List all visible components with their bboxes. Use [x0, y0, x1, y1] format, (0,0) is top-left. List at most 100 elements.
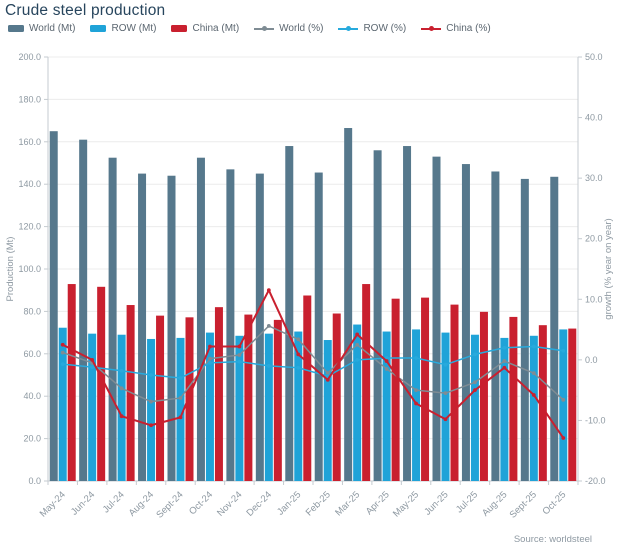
legend-item-china-mt-: China (Mt) [171, 23, 239, 34]
line-china- [62, 289, 565, 439]
bar-china-mt--apr-25 [391, 298, 400, 481]
bar-china-mt--oct-24 [214, 307, 223, 481]
legend-marker-icon [429, 26, 435, 32]
source-note: Source: worldsteel [513, 534, 592, 545]
x-tick-label: Jun-24 [69, 489, 97, 517]
y-right-tick-label: 0.0 [585, 355, 598, 365]
y-left-tick-label: 160.0 [18, 137, 41, 147]
y-right-axis-title: growth (% year on year) [603, 218, 614, 319]
bar-world-mt--may-25 [403, 146, 412, 482]
bar-world-mt--aug-24 [138, 173, 147, 481]
bar-row-mt--aug-25 [500, 337, 509, 481]
marker-world--jan-25 [296, 337, 301, 342]
marker-world--may-24 [60, 350, 65, 355]
marker-row--jan-25 [296, 365, 301, 370]
marker-china--aug-25 [502, 365, 507, 370]
marker-china--aug-24 [149, 423, 153, 428]
bar-china-mt--jun-25 [450, 304, 459, 481]
x-tick-label: Jul-25 [454, 489, 480, 515]
y-left-tick-label: 140.0 [18, 179, 41, 189]
bar-world-mt--aug-25 [491, 171, 500, 482]
x-tick-label: Apr-25 [364, 489, 392, 517]
bar-world-mt--feb-25 [314, 172, 323, 482]
y-left-tick-label: 20.0 [23, 434, 41, 444]
marker-world--jul-24 [119, 386, 124, 391]
x-tick-label: Mar-25 [333, 489, 362, 518]
marker-world--sept-24 [178, 396, 183, 400]
legend-label: ROW (Mt) [111, 23, 157, 34]
bar-china-mt--oct-25 [568, 328, 577, 481]
marker-row--sept-25 [531, 344, 536, 349]
marker-row--jun-25 [443, 362, 448, 367]
bar-row-mt--sept-24 [176, 337, 185, 481]
bar-world-mt--nov-24 [226, 169, 235, 482]
legend-item-world-mt-: World (Mt) [8, 23, 75, 34]
bar-row-mt--dec-24 [264, 333, 273, 481]
bar-world-mt--jun-25 [432, 156, 441, 481]
bar-china-mt--sept-24 [185, 317, 194, 481]
marker-world--jul-25 [473, 380, 477, 385]
bar-row-mt--jul-25 [470, 334, 479, 481]
bar-world-mt--jul-24 [108, 157, 117, 481]
bar-world-mt--jul-25 [461, 164, 470, 481]
chart-legend: World (Mt) ROW (Mt) China (Mt) World (%) ROW… [8, 23, 491, 34]
x-tick-label: Aug-24 [127, 489, 156, 518]
legend-label: World (%) [279, 23, 324, 34]
marker-china--sept-24 [178, 415, 183, 420]
marker-row--aug-24 [149, 373, 153, 377]
bar-row-mt--may-24 [58, 327, 67, 481]
y-left-tick-label: 120.0 [18, 222, 41, 232]
x-tick-label: Sept-25 [508, 489, 539, 520]
bar-row-mt--jun-24 [88, 333, 97, 481]
bar-world-mt--sept-24 [167, 175, 176, 481]
legend-label: China (Mt) [192, 23, 240, 34]
y-left-tick-label: 100.0 [18, 264, 41, 274]
y-left-tick-label: 0.0 [28, 476, 41, 486]
legend-item-row-mt-: ROW (Mt) [90, 23, 156, 34]
marker-row--jul-24 [119, 368, 124, 373]
marker-world--may-25 [414, 388, 418, 393]
legend-label: ROW (%) [363, 23, 407, 34]
x-tick-label: Jan-25 [275, 489, 303, 517]
y-left-tick-label: 200.0 [18, 52, 41, 62]
y-right-tick-label: -20.0 [585, 476, 606, 486]
legend-label: World (Mt) [29, 23, 76, 34]
marker-row--aug-25 [502, 345, 507, 350]
y-right-tick-label: 50.0 [585, 52, 603, 62]
legend-item-china-: China (%) [421, 23, 491, 34]
legend-bar-swatch-icon [90, 25, 107, 32]
marker-world--mar-25 [355, 342, 360, 347]
legend-label: China (%) [446, 23, 491, 34]
page-title: Crude steel production [5, 2, 166, 19]
bar-world-mt--apr-25 [373, 150, 382, 481]
marker-row--nov-24 [237, 359, 242, 364]
marker-china--jun-24 [90, 357, 95, 362]
bar-row-mt--oct-24 [205, 332, 214, 481]
bar-china-mt--jul-25 [479, 311, 488, 481]
bar-row-mt--feb-25 [323, 340, 332, 481]
marker-world--apr-25 [384, 367, 389, 371]
marker-world--aug-25 [502, 359, 507, 363]
y-left-tick-label: 40.0 [23, 391, 41, 401]
bar-china-mt--feb-25 [332, 313, 341, 481]
legend-bar-swatch-icon [8, 25, 24, 32]
x-tick-label: Sept-24 [154, 489, 185, 520]
bar-china-mt--nov-24 [244, 314, 253, 481]
bar-world-mt--may-24 [49, 131, 58, 481]
marker-row--may-25 [414, 356, 418, 360]
x-tick-label: May-24 [38, 489, 68, 519]
x-tick-label: Feb-25 [304, 489, 333, 518]
bar-china-mt--aug-24 [156, 315, 165, 481]
bar-row-mt--jun-25 [441, 332, 450, 481]
marker-china--nov-24 [237, 344, 242, 349]
marker-row--dec-24 [266, 364, 271, 368]
y-right-tick-label: 30.0 [585, 173, 603, 183]
bar-china-mt--may-24 [67, 284, 76, 481]
legend-line-swatch-icon [254, 24, 275, 33]
marker-row--jun-24 [90, 365, 95, 370]
bar-row-mt--sept-25 [529, 335, 538, 481]
marker-row--oct-24 [208, 360, 212, 365]
bar-china-mt--jun-24 [97, 286, 106, 481]
x-tick-label: Aug-25 [480, 489, 509, 518]
marker-world--sept-25 [531, 371, 536, 376]
